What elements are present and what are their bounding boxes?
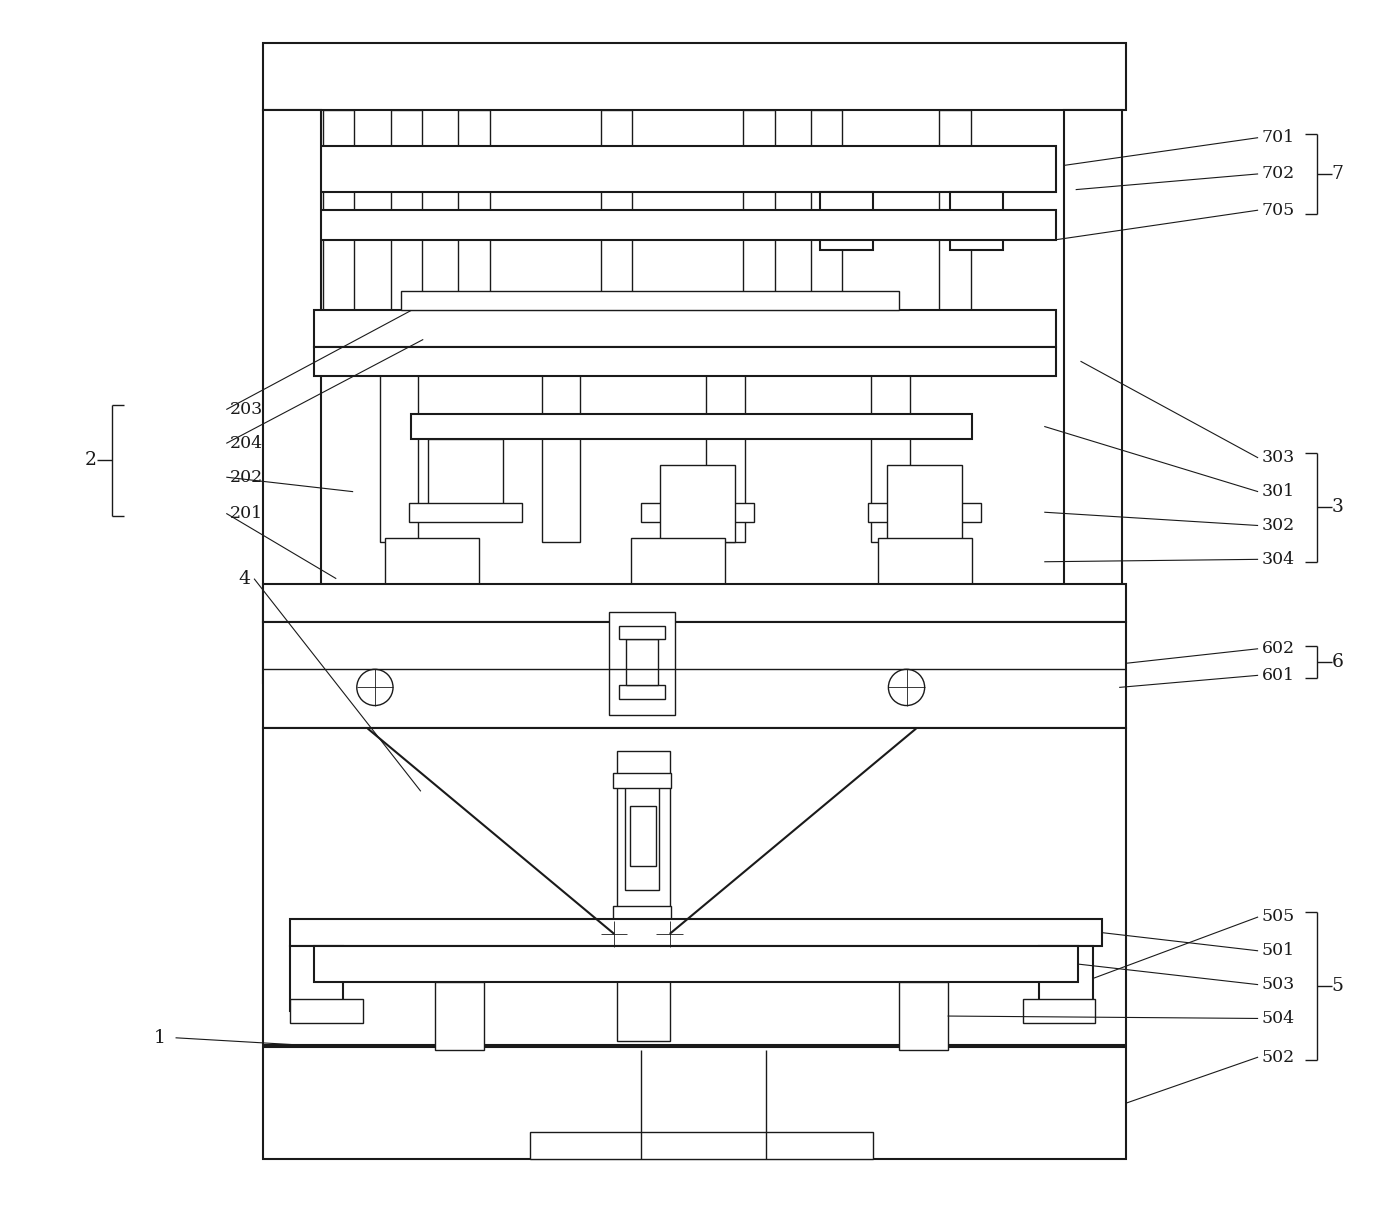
- Bar: [402, 292, 900, 310]
- Bar: [631, 538, 725, 586]
- Bar: [610, 612, 675, 715]
- Bar: [810, 110, 843, 371]
- Text: 501: 501: [1261, 942, 1295, 959]
- Bar: [629, 806, 657, 866]
- Bar: [541, 347, 580, 543]
- Bar: [612, 773, 671, 788]
- Bar: [262, 583, 1126, 622]
- Bar: [530, 1132, 873, 1159]
- Bar: [314, 946, 1078, 982]
- Bar: [619, 685, 665, 699]
- Bar: [939, 110, 971, 371]
- Bar: [262, 43, 1126, 110]
- Bar: [290, 1000, 363, 1023]
- Bar: [314, 146, 1056, 192]
- Text: 702: 702: [1261, 165, 1295, 183]
- Bar: [262, 110, 321, 682]
- Text: 5: 5: [1332, 976, 1343, 995]
- Text: 505: 505: [1261, 909, 1295, 925]
- Bar: [819, 192, 873, 250]
- Bar: [872, 347, 910, 543]
- Bar: [877, 538, 972, 586]
- Text: 302: 302: [1261, 517, 1295, 534]
- Bar: [660, 466, 735, 543]
- Bar: [950, 192, 1003, 250]
- Bar: [262, 729, 1126, 1045]
- Bar: [385, 538, 478, 586]
- Bar: [744, 110, 774, 371]
- Bar: [625, 782, 658, 891]
- Bar: [412, 414, 972, 439]
- Text: 6: 6: [1332, 653, 1343, 671]
- Bar: [314, 347, 1056, 376]
- Bar: [626, 639, 657, 685]
- Bar: [612, 906, 671, 921]
- Bar: [868, 502, 982, 522]
- Bar: [379, 347, 418, 543]
- Bar: [409, 502, 522, 522]
- Text: 602: 602: [1261, 641, 1295, 658]
- Bar: [706, 347, 745, 543]
- Text: 7: 7: [1332, 165, 1343, 183]
- Text: 204: 204: [230, 435, 264, 452]
- Text: 1: 1: [153, 1029, 166, 1047]
- Bar: [1039, 946, 1092, 1011]
- Bar: [314, 310, 1056, 347]
- Bar: [262, 1047, 1126, 1159]
- Bar: [1063, 110, 1122, 682]
- Text: 203: 203: [230, 401, 264, 418]
- Bar: [324, 110, 354, 371]
- Text: 705: 705: [1261, 202, 1295, 219]
- Text: 502: 502: [1261, 1049, 1295, 1066]
- Bar: [619, 626, 665, 639]
- Bar: [314, 211, 1056, 240]
- Text: 304: 304: [1261, 551, 1295, 568]
- Text: 701: 701: [1261, 129, 1295, 146]
- Bar: [290, 946, 343, 1011]
- Bar: [617, 751, 670, 1041]
- Bar: [262, 622, 1126, 729]
- Bar: [601, 110, 632, 371]
- Text: 504: 504: [1261, 1009, 1295, 1027]
- Text: 601: 601: [1261, 666, 1295, 684]
- Text: 4: 4: [239, 570, 250, 588]
- Bar: [640, 502, 755, 522]
- Text: 3: 3: [1332, 499, 1343, 517]
- Text: 303: 303: [1261, 450, 1295, 467]
- Bar: [900, 982, 947, 1050]
- Text: 301: 301: [1261, 483, 1295, 500]
- Text: 2: 2: [85, 451, 98, 469]
- Text: 201: 201: [230, 505, 264, 522]
- Bar: [290, 920, 1102, 946]
- Bar: [391, 110, 423, 371]
- Text: 503: 503: [1261, 976, 1295, 993]
- Bar: [1023, 1000, 1095, 1023]
- Text: 202: 202: [230, 469, 264, 485]
- Bar: [887, 466, 963, 543]
- Bar: [459, 110, 490, 371]
- Bar: [428, 439, 504, 516]
- Bar: [435, 982, 484, 1050]
